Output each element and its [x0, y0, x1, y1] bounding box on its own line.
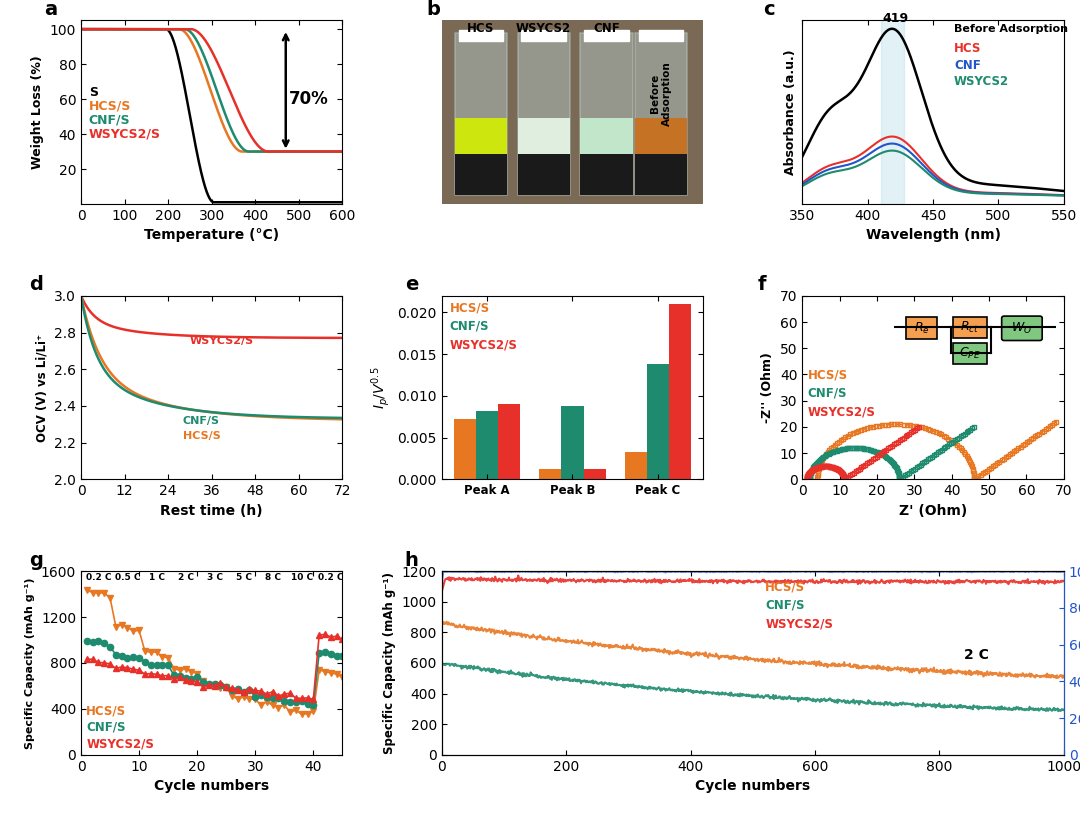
Bar: [517, 118, 570, 154]
Text: HCS: HCS: [468, 22, 495, 35]
Bar: [517, 33, 570, 195]
Y-axis label: $I_p/V^{0.5}$: $I_p/V^{0.5}$: [369, 366, 392, 409]
Text: HCS/S: HCS/S: [808, 368, 848, 381]
Text: CNF/S: CNF/S: [808, 387, 847, 400]
Bar: [455, 33, 507, 195]
Text: 5 C: 5 C: [235, 574, 252, 583]
Text: WSYCS2/S: WSYCS2/S: [89, 127, 161, 140]
Text: 1 C: 1 C: [149, 574, 164, 583]
Bar: [455, 154, 507, 195]
Bar: [639, 29, 684, 41]
Bar: [517, 154, 570, 195]
Bar: [539, 469, 562, 480]
Text: CNF: CNF: [593, 22, 620, 35]
Bar: [583, 469, 606, 480]
Bar: [522, 29, 566, 41]
Text: CNF/S: CNF/S: [86, 721, 125, 734]
Y-axis label: Weight Loss (%): Weight Loss (%): [31, 55, 44, 169]
Text: HCS/S: HCS/S: [766, 580, 806, 593]
Bar: [635, 154, 687, 195]
Text: 70%: 70%: [289, 90, 329, 108]
Text: e: e: [405, 275, 418, 295]
Y-axis label: OCV (V) vs Li/Li⁺: OCV (V) vs Li/Li⁺: [36, 334, 49, 441]
Text: b: b: [426, 0, 440, 19]
Text: Before Adsorption: Before Adsorption: [954, 24, 1068, 34]
Text: 10 C: 10 C: [291, 574, 313, 583]
Text: CNF/S: CNF/S: [449, 320, 489, 333]
Bar: [881, 20, 904, 204]
X-axis label: Z' (Ohm): Z' (Ohm): [899, 503, 968, 518]
Text: f: f: [758, 275, 767, 295]
Text: CNF/S: CNF/S: [89, 113, 131, 126]
Bar: [476, 411, 498, 480]
Bar: [580, 33, 633, 195]
Bar: [459, 29, 503, 41]
Text: 2 C: 2 C: [177, 574, 193, 583]
Text: 2 C: 2 C: [964, 649, 989, 663]
Bar: [580, 154, 633, 195]
X-axis label: Rest time (h): Rest time (h): [160, 503, 264, 518]
Text: CNF/S: CNF/S: [183, 416, 219, 426]
Text: 0.2 C: 0.2 C: [85, 574, 111, 583]
Text: 0.5 C: 0.5 C: [114, 574, 140, 583]
Bar: [624, 452, 647, 480]
Text: 0.2 C: 0.2 C: [318, 574, 343, 583]
Text: d: d: [29, 275, 42, 295]
Text: HCS/S: HCS/S: [183, 431, 220, 441]
Text: 8 C: 8 C: [265, 574, 281, 583]
Text: 3 C: 3 C: [206, 574, 222, 583]
Bar: [454, 419, 476, 480]
Text: 419: 419: [882, 12, 908, 25]
Y-axis label: Absorbance (a.u.): Absorbance (a.u.): [784, 50, 797, 175]
Text: S: S: [89, 86, 98, 99]
Bar: [580, 118, 633, 154]
Text: WSYCS2: WSYCS2: [954, 76, 1009, 88]
Bar: [635, 33, 687, 195]
Text: HCS/S: HCS/S: [89, 100, 131, 113]
X-axis label: Cycle numbers: Cycle numbers: [696, 779, 810, 793]
Text: WSYCS2/S: WSYCS2/S: [449, 338, 517, 351]
Text: HCS/S: HCS/S: [449, 301, 489, 314]
Text: WSYCS2/S: WSYCS2/S: [766, 617, 833, 630]
Text: WSYCS2/S: WSYCS2/S: [86, 738, 154, 751]
Bar: [584, 29, 629, 41]
X-axis label: Temperature (°C): Temperature (°C): [144, 228, 280, 242]
Y-axis label: Specific Capacity (mAh g⁻¹): Specific Capacity (mAh g⁻¹): [25, 577, 36, 749]
Text: WSYCS2/S: WSYCS2/S: [190, 335, 254, 345]
Text: CNF: CNF: [954, 59, 981, 72]
Y-axis label: Specific Capacity (mAh g⁻¹): Specific Capacity (mAh g⁻¹): [383, 572, 396, 754]
Bar: [669, 304, 691, 480]
Text: a: a: [44, 0, 57, 19]
Bar: [635, 118, 687, 154]
Text: CNF/S: CNF/S: [766, 599, 805, 612]
Bar: [498, 404, 521, 480]
Y-axis label: -Z'' (Ohm): -Z'' (Ohm): [761, 353, 774, 423]
Text: g: g: [29, 551, 42, 570]
Text: WSYCS2: WSYCS2: [516, 22, 571, 35]
Text: WSYCS2/S: WSYCS2/S: [808, 405, 876, 418]
Bar: [455, 118, 507, 154]
Text: h: h: [404, 551, 418, 570]
Bar: [562, 406, 583, 480]
X-axis label: Wavelength (nm): Wavelength (nm): [865, 228, 1000, 242]
X-axis label: Cycle numbers: Cycle numbers: [154, 779, 269, 793]
Bar: [647, 364, 669, 480]
Text: c: c: [764, 0, 774, 19]
Text: HCS: HCS: [954, 42, 982, 55]
Text: HCS/S: HCS/S: [86, 704, 126, 717]
Text: Before
Adsorption: Before Adsorption: [650, 61, 672, 126]
